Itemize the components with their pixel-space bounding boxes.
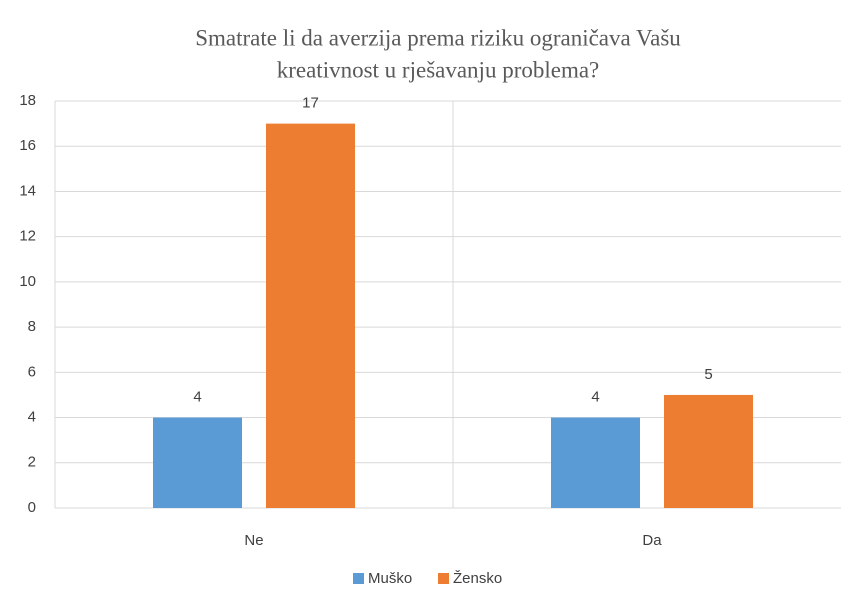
data-label: 4 <box>591 389 599 406</box>
chart-title: Smatrate li da averzija prema riziku ogr… <box>195 25 681 50</box>
y-tick-label: 14 <box>19 182 36 199</box>
bar <box>153 417 242 508</box>
legend-swatch <box>438 573 449 584</box>
bar <box>664 394 753 508</box>
legend-swatch <box>353 573 364 584</box>
chart-title: kreativnost u rješavanju problema? <box>277 57 600 82</box>
x-tick-label: Ne <box>244 532 263 549</box>
y-tick-label: 12 <box>19 228 36 245</box>
bar <box>266 123 355 508</box>
x-tick-label: Da <box>642 532 662 549</box>
data-label: 17 <box>302 95 319 112</box>
data-label: 5 <box>704 366 712 383</box>
y-tick-label: 4 <box>28 409 36 426</box>
data-label: 4 <box>193 389 201 406</box>
y-tick-label: 16 <box>19 137 36 154</box>
y-tick-label: 2 <box>28 454 36 471</box>
y-tick-label: 18 <box>19 92 36 109</box>
y-tick-label: 10 <box>19 273 36 290</box>
legend-label: Žensko <box>453 570 502 587</box>
bar <box>551 417 640 508</box>
legend-label: Muško <box>368 570 412 587</box>
y-tick-label: 6 <box>28 363 36 380</box>
y-tick-label: 0 <box>28 499 36 516</box>
y-tick-label: 8 <box>28 318 36 335</box>
